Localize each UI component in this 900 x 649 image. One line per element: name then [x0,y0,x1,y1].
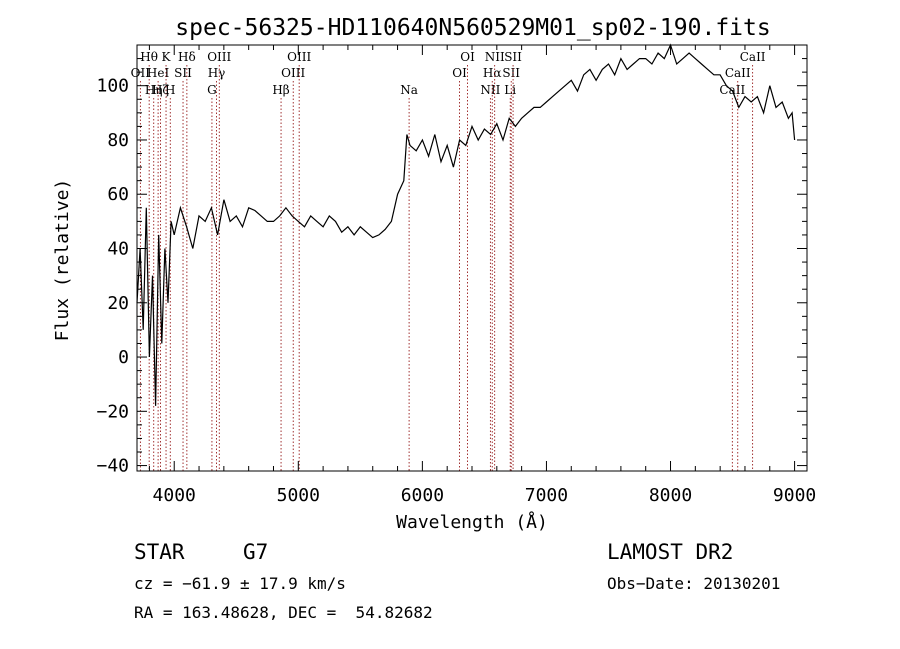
coordinates-readout: RA = 163.48628, DEC = 54.82682 [134,603,433,622]
x-tick-label: 8000 [649,485,692,506]
plot-frame [136,44,808,472]
line-marker-label: SII [174,66,192,80]
line-marker-label: Hγ [208,66,226,80]
y-tick-label: 20 [107,293,129,314]
subclass-label: G7 [243,540,269,564]
line-marker-label: H [165,83,175,97]
y-tick-label: 0 [118,347,129,368]
spectral-line-markers: OII Hθ Hη HeI Hζ K H SII Hδ G Hγ OIII Hβ OIII OIII Na OI… [131,50,766,471]
line-marker-label: HeI [147,66,170,80]
line-marker-label: OI [452,66,467,80]
line-marker-label: CaII [740,50,766,64]
y-axis-title: Flux (relative) [52,179,73,342]
y-tick-label: −40 [96,456,129,477]
line-marker-label: Hθ [140,50,158,64]
survey-label: LAMOST DR2 [607,540,734,564]
line-marker-label: Hζ [152,83,169,97]
x-tick-label: 5000 [277,485,320,506]
x-tick-label: 6000 [401,485,444,506]
x-tick-label: 9000 [773,485,816,506]
line-marker-label: Li [504,83,516,97]
line-marker-label: G [207,83,217,97]
line-marker-label: Hβ [272,83,289,97]
y-tick-label: −20 [96,401,129,422]
y-tick-label: 100 [96,76,129,97]
axis-ticks: 4000 5000 6000 7000 8000 9000 −40 −20 0 20 40 60 80 1… [96,45,816,506]
x-axis-title: Wavelength (Å) [396,511,548,533]
line-marker-label: SII [502,66,520,80]
line-marker-label: Na [400,83,418,97]
line-marker-label: Hη [145,83,163,97]
line-marker-label: OIII [287,50,311,64]
y-tick-label: 40 [107,239,129,260]
y-tick-label: 60 [107,184,129,205]
line-marker-label: OIII [207,50,231,64]
x-tick-label: 4000 [153,485,196,506]
line-marker-label: K [162,50,172,64]
line-marker-label: Hα [483,66,502,80]
chart-title: spec-56325-HD110640N560529M01_sp02-190.f… [175,15,770,41]
y-tick-label: 80 [107,130,129,151]
spectrum-line [136,43,796,406]
line-marker-label: CaII [725,66,751,80]
line-marker-label: OIII [281,66,305,80]
line-marker-label: NII [485,50,505,64]
line-marker-label: CaII [719,83,745,97]
line-marker-label: OI [460,50,475,64]
object-type-label: STAR [134,540,185,564]
line-marker-label: SII [504,50,522,64]
line-marker-label: Hδ [178,50,196,64]
redshift-readout: cz = −61.9 ± 17.9 km/s [134,574,346,593]
x-tick-label: 7000 [525,485,568,506]
line-marker-label: OII [131,66,151,80]
line-marker-label: NII [480,83,500,97]
obs-date-readout: Obs−Date: 20130201 [607,574,781,593]
